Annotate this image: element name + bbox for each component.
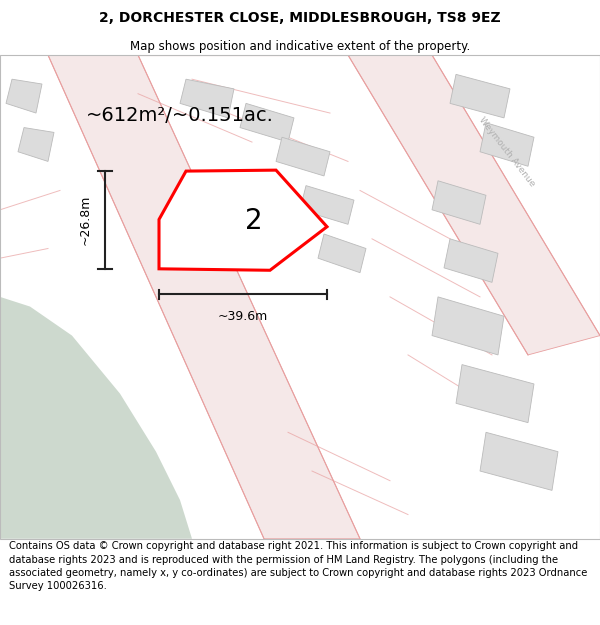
Polygon shape xyxy=(444,239,498,282)
Text: Contains OS data © Crown copyright and database right 2021. This information is : Contains OS data © Crown copyright and d… xyxy=(9,541,587,591)
Polygon shape xyxy=(480,122,534,166)
Text: ~612m²/~0.151ac.: ~612m²/~0.151ac. xyxy=(86,106,274,125)
Text: ~39.6m: ~39.6m xyxy=(218,310,268,322)
Polygon shape xyxy=(300,186,354,224)
Text: ~26.8m: ~26.8m xyxy=(79,195,92,245)
Polygon shape xyxy=(318,234,366,272)
Polygon shape xyxy=(276,138,330,176)
Polygon shape xyxy=(480,432,558,491)
Text: 2: 2 xyxy=(245,207,262,235)
Polygon shape xyxy=(48,55,360,539)
Polygon shape xyxy=(450,74,510,118)
Polygon shape xyxy=(0,297,192,539)
Polygon shape xyxy=(432,181,486,224)
Polygon shape xyxy=(18,127,54,161)
Polygon shape xyxy=(456,364,534,423)
Text: Map shows position and indicative extent of the property.: Map shows position and indicative extent… xyxy=(130,39,470,52)
Polygon shape xyxy=(240,103,294,142)
Text: Weymouth Avenue: Weymouth Avenue xyxy=(477,116,537,188)
Polygon shape xyxy=(432,297,504,355)
Polygon shape xyxy=(159,170,327,270)
Polygon shape xyxy=(180,79,234,118)
Polygon shape xyxy=(6,79,42,113)
Polygon shape xyxy=(348,55,600,355)
Text: 2, DORCHESTER CLOSE, MIDDLESBROUGH, TS8 9EZ: 2, DORCHESTER CLOSE, MIDDLESBROUGH, TS8 … xyxy=(99,11,501,25)
